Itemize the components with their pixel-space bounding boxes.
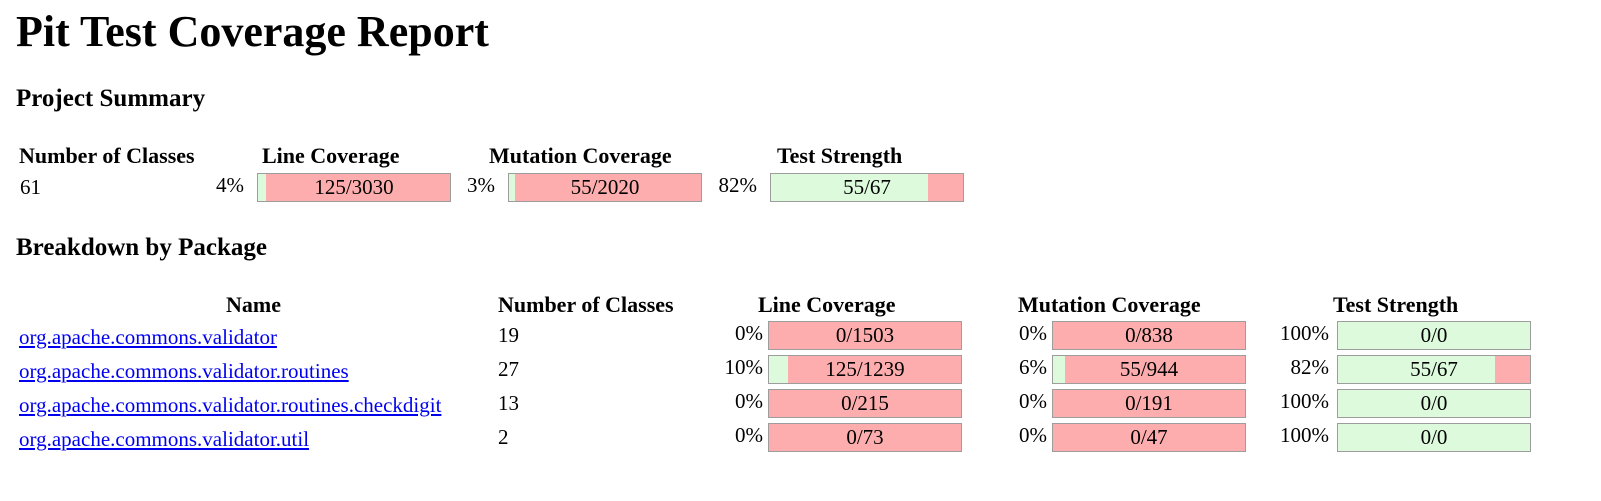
- summary-header-test-strength: Test Strength: [777, 143, 903, 168]
- summary-line-percent: 4%: [216, 173, 244, 197]
- summary-mutation-coverage-label: 55/2020: [570, 175, 640, 199]
- package-link[interactable]: org.apache.commons.validator.util: [19, 427, 310, 451]
- coverage-fill: [1053, 356, 1065, 383]
- package-line-coverage-label: 0/215: [841, 391, 889, 415]
- package-line-coverage-label: 125/1239: [825, 357, 905, 381]
- package-test-strength-bar: 0/0: [1337, 389, 1531, 418]
- summary-mutation-coverage-bar: 55/2020: [508, 173, 702, 202]
- package-strength-percent: 100%: [1280, 389, 1329, 413]
- package-classes: 19: [498, 323, 519, 347]
- package-mutation-coverage-bar: 55/944: [1052, 355, 1246, 384]
- summary-line-coverage-bar: 125/3030: [257, 173, 451, 202]
- coverage-fill: [509, 174, 515, 201]
- package-strength-percent: 100%: [1280, 321, 1329, 345]
- package-link[interactable]: org.apache.commons.validator.routines: [19, 359, 349, 383]
- breakdown-heading: Breakdown by Package: [16, 234, 267, 261]
- package-line-percent: 0%: [735, 321, 763, 345]
- coverage-fill: [258, 174, 266, 201]
- package-line-percent: 0%: [735, 423, 763, 447]
- breakdown-header-line-coverage: Line Coverage: [758, 292, 896, 317]
- package-mutation-coverage-bar: 0/191: [1052, 389, 1246, 418]
- summary-classes-value: 61: [20, 175, 41, 199]
- page-title: Pit Test Coverage Report: [16, 7, 489, 56]
- package-line-percent: 0%: [735, 389, 763, 413]
- summary-test-strength-label: 55/67: [843, 175, 891, 199]
- package-line-coverage-bar: 125/1239: [768, 355, 962, 384]
- summary-line-coverage-label: 125/3030: [314, 175, 394, 199]
- package-line-coverage-bar: 0/1503: [768, 321, 962, 350]
- package-line-coverage-bar: 0/215: [768, 389, 962, 418]
- breakdown-header-mutation-coverage: Mutation Coverage: [1018, 292, 1201, 317]
- package-mutation-percent: 0%: [1019, 389, 1047, 413]
- package-classes: 13: [498, 391, 519, 415]
- project-summary-heading: Project Summary: [16, 85, 206, 112]
- package-strength-percent: 100%: [1280, 423, 1329, 447]
- package-link[interactable]: org.apache.commons.validator: [19, 325, 277, 349]
- package-mutation-coverage-bar: 0/47: [1052, 423, 1246, 452]
- package-mutation-coverage-bar: 0/838: [1052, 321, 1246, 350]
- strength-fill: [1338, 356, 1496, 383]
- package-line-percent: 10%: [724, 355, 764, 379]
- package-mutation-percent: 6%: [1019, 355, 1047, 379]
- summary-header-line-coverage: Line Coverage: [262, 143, 400, 168]
- package-test-strength-bar: 0/0: [1337, 321, 1531, 350]
- summary-mutation-percent: 3%: [467, 173, 495, 197]
- strength-fill: [1338, 390, 1530, 417]
- package-test-strength-bar: 0/0: [1337, 423, 1531, 452]
- breakdown-header-test-strength: Test Strength: [1333, 292, 1459, 317]
- package-link[interactable]: org.apache.commons.validator.routines.ch…: [19, 393, 442, 417]
- package-strength-percent: 82%: [1290, 355, 1330, 379]
- coverage-fill: [769, 356, 789, 383]
- summary-header-mutation-coverage: Mutation Coverage: [489, 143, 672, 168]
- package-mutation-coverage-label: 0/838: [1125, 323, 1173, 347]
- package-classes: 2: [498, 425, 509, 449]
- package-test-strength-bar: 55/67: [1337, 355, 1531, 384]
- package-test-strength-label: 0/0: [1420, 323, 1448, 347]
- breakdown-header-name: Name: [226, 292, 281, 317]
- package-test-strength-label: 0/0: [1420, 425, 1448, 449]
- package-test-strength-label: 55/67: [1410, 357, 1458, 381]
- package-mutation-percent: 0%: [1019, 321, 1047, 345]
- package-line-coverage-label: 0/1503: [835, 323, 895, 347]
- breakdown-header-classes: Number of Classes: [498, 292, 674, 317]
- strength-fill: [771, 174, 929, 201]
- strength-fill: [1338, 322, 1530, 349]
- summary-test-strength-bar: 55/67: [770, 173, 964, 202]
- package-classes: 27: [498, 357, 519, 381]
- strength-fill: [1338, 424, 1530, 451]
- summary-strength-percent: 82%: [718, 173, 758, 197]
- package-line-coverage-label: 0/73: [846, 425, 884, 449]
- summary-header-classes: Number of Classes: [19, 143, 195, 168]
- package-mutation-percent: 0%: [1019, 423, 1047, 447]
- package-line-coverage-bar: 0/73: [768, 423, 962, 452]
- package-mutation-coverage-label: 0/191: [1125, 391, 1173, 415]
- package-mutation-coverage-label: 0/47: [1130, 425, 1168, 449]
- package-test-strength-label: 0/0: [1420, 391, 1448, 415]
- package-mutation-coverage-label: 55/944: [1119, 357, 1179, 381]
